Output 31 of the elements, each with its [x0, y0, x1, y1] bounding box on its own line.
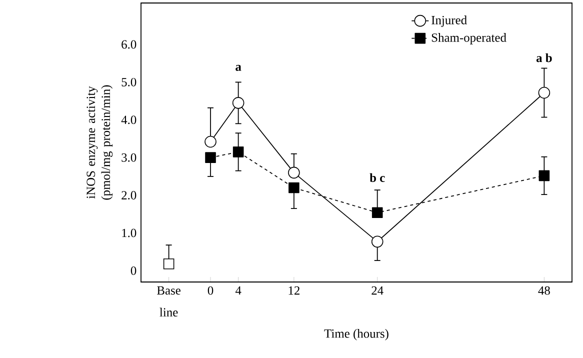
y-tick-label: 5.0: [122, 78, 136, 86]
point: [288, 182, 300, 194]
point: [204, 136, 216, 148]
legend-label: Injured: [432, 16, 467, 27]
x-tick-label: Base line: [157, 286, 180, 317]
y-tick-label: 4.0: [121, 116, 136, 124]
y-tick-label: 1.0: [122, 228, 136, 238]
point: [372, 207, 383, 218]
y-axis-title: iNOS enzyme activity (pmol/mg protein/min): [86, 85, 113, 200]
annotation: a: [236, 64, 242, 71]
x-tick-label: 48: [538, 286, 550, 295]
point: [163, 258, 174, 270]
point: [205, 152, 216, 163]
x-tick-label: 0: [208, 286, 214, 295]
y-tick-label: 2.0: [122, 191, 136, 200]
x-axis-title: Time (hours): [324, 329, 388, 340]
y-tick-label: 6.0: [122, 40, 136, 49]
annotation: a b: [536, 53, 552, 62]
x-tick-label: 24: [372, 286, 384, 295]
point: [538, 170, 550, 182]
point: [288, 166, 300, 179]
x-tick-label: 12: [288, 286, 300, 295]
point: [371, 236, 384, 248]
y-tick-label: 0: [130, 266, 136, 275]
annotation: b c: [370, 173, 385, 182]
point: [232, 97, 244, 109]
point: [538, 86, 550, 99]
point: [232, 146, 244, 158]
y-tick-label: 3.0: [122, 153, 136, 162]
x-tick-label: 4: [235, 286, 242, 295]
legend-label: Sham-operated: [432, 33, 506, 44]
